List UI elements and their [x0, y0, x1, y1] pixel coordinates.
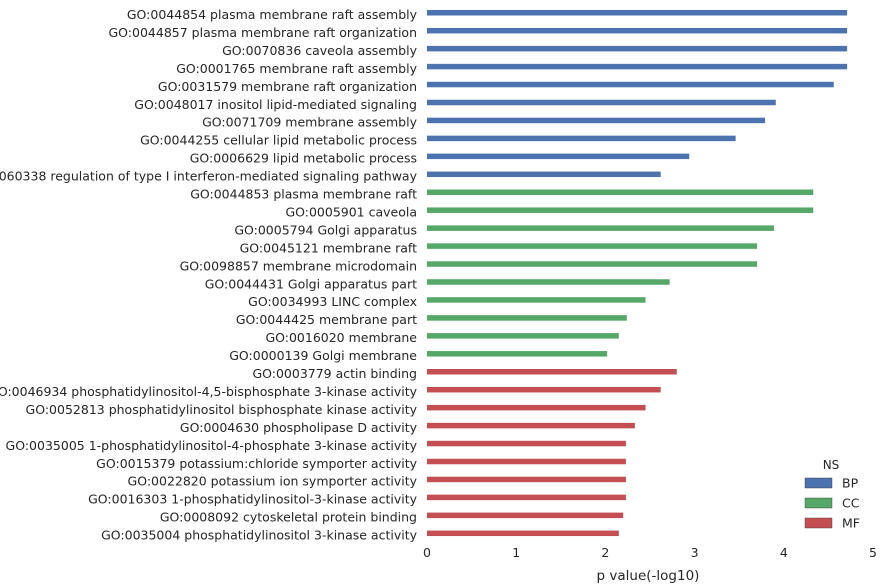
category-label-21: GO:0003779 actin binding	[252, 366, 417, 381]
category-label-6: GO:0048017 inositol lipid-mediated signa…	[134, 97, 417, 112]
x-tick-4: 4	[780, 545, 788, 560]
category-label-11: GO:0044853 plasma membrane raft	[190, 187, 417, 202]
category-label-2: GO:0044857 plasma membrane raft organiza…	[109, 25, 418, 40]
bar-22	[427, 386, 661, 393]
bars-group	[427, 10, 848, 537]
bar-17	[427, 297, 646, 303]
category-label-15: GO:0098857 membrane microdomain	[180, 258, 417, 273]
bar-18	[427, 315, 627, 321]
category-label-7: GO:0071709 membrane assembly	[202, 115, 417, 130]
category-label-3: GO:0070836 caveola assembly	[222, 43, 417, 58]
category-label-23: GO:0052813 phosphatidylinositol bisphosp…	[26, 402, 418, 417]
bar-2	[427, 27, 848, 34]
x-tick-2: 2	[601, 545, 609, 560]
legend-title: NS	[823, 458, 840, 472]
category-label-27: GO:0022820 potassium ion symporter activ…	[128, 474, 418, 489]
category-label-29: GO:0008092 cytoskeletal protein binding	[160, 510, 417, 525]
bar-4	[427, 63, 848, 70]
bar-29	[427, 512, 624, 519]
legend-label-mf: MF	[842, 516, 860, 531]
x-tick-5: 5	[869, 545, 877, 560]
category-label-25: GO:0035005 1-phosphatidylinositol-4-phos…	[6, 438, 418, 453]
bar-12	[427, 207, 814, 213]
legend-swatch-mf	[804, 517, 833, 529]
category-label-9: GO:0006629 lipid metabolic process	[190, 151, 417, 166]
bar-23	[427, 404, 646, 411]
legend-label-bp: BP	[842, 476, 859, 491]
bar-11	[427, 189, 814, 195]
bar-25	[427, 440, 626, 447]
bar-24	[427, 422, 635, 429]
category-label-5: GO:0031579 membrane raft organization	[158, 79, 417, 94]
category-label-14: GO:0045121 membrane raft	[240, 240, 418, 255]
bar-3	[427, 45, 848, 52]
bar-13	[427, 225, 774, 231]
category-label-26: GO:0015379 potassium:chloride symporter …	[96, 456, 417, 471]
x-axis-ticks-group: 0 1 2 3 4 5	[423, 545, 877, 560]
bar-8	[427, 135, 736, 142]
bar-26	[427, 458, 626, 465]
bar-9	[427, 153, 690, 160]
bar-30	[427, 530, 619, 537]
category-label-19: GO:0016020 membrane	[265, 330, 417, 345]
bar-16	[427, 279, 670, 285]
bar-28	[427, 494, 626, 501]
legend-swatch-cc	[804, 497, 833, 509]
bar-14	[427, 243, 758, 249]
category-label-4: GO:0001765 membrane raft assembly	[176, 61, 417, 76]
category-label-8: GO:0044255 cellular lipid metabolic proc…	[140, 133, 417, 148]
bar-27	[427, 476, 626, 483]
x-axis-label: p value(-log10)	[597, 568, 700, 584]
category-label-13: GO:0005794 Golgi apparatus	[234, 222, 417, 237]
legend-swatch-bp	[804, 477, 833, 489]
x-tick-1: 1	[512, 545, 520, 560]
bar-19	[427, 333, 619, 339]
bar-21	[427, 369, 677, 375]
category-label-22: GO:0046934 phosphatidylinositol-4,5-bisp…	[0, 384, 418, 399]
category-label-30: GO:0035004 phosphatidylinositol 3-kinase…	[101, 528, 418, 543]
category-label-20: GO:0000139 Golgi membrane	[229, 348, 417, 363]
legend-label-cc: CC	[842, 496, 860, 511]
x-tick-0: 0	[423, 545, 431, 560]
bar-1	[427, 10, 848, 16]
legend: NS BP CC MF	[804, 458, 860, 531]
bar-10	[427, 171, 661, 178]
category-label-16: GO:0044431 Golgi apparatus part	[205, 276, 417, 291]
category-label-1: GO:0044854 plasma membrane raft assembly	[127, 7, 418, 22]
category-label-17: GO:0034993 LINC complex	[248, 294, 417, 309]
bar-20	[427, 351, 608, 357]
category-label-18: GO:0044425 membrane part	[236, 312, 417, 327]
bar-5	[427, 81, 834, 88]
bar-6	[427, 99, 776, 106]
category-label-10: GO:0060338 regulation of type I interfer…	[0, 169, 418, 184]
category-label-12: GO:0005901 caveola	[285, 204, 417, 219]
category-label-24: GO:0004630 phospholipase D activity	[180, 420, 418, 435]
bar-15	[427, 261, 758, 267]
bar-7	[427, 117, 766, 124]
category-label-28: GO:0016303 1-phosphatidylinositol-3-kina…	[88, 492, 418, 507]
x-tick-3: 3	[691, 545, 699, 560]
category-labels-group: GO:0044854 plasma membrane raft assembly…	[0, 7, 418, 543]
